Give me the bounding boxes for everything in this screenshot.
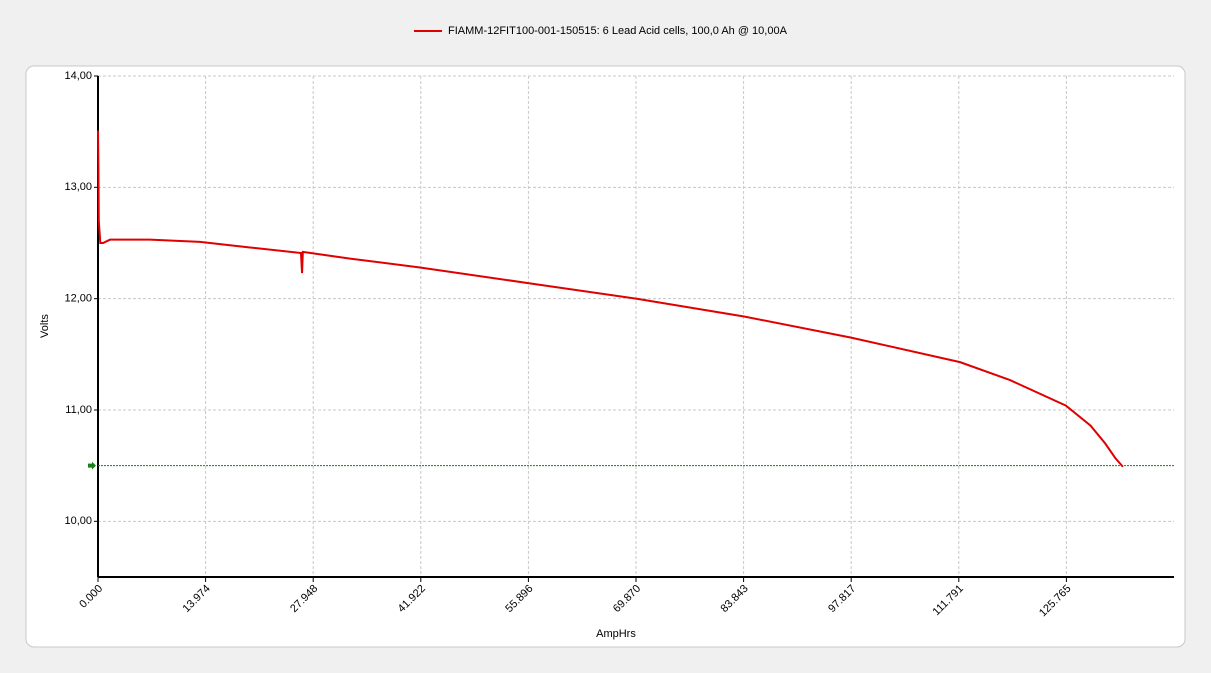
data-line [97, 130, 1124, 468]
y-tick-label: 13,00 [64, 181, 92, 193]
reference-marker [88, 461, 96, 470]
chart-panel [25, 65, 1186, 648]
y-tick-label: 11,00 [65, 404, 92, 416]
y-tick-label: 10,00 [64, 515, 92, 527]
y-tick-label: 14,00 [64, 70, 92, 82]
y-axis-label: Volts [39, 314, 51, 338]
x-axis-label: AmpHrs [596, 628, 636, 640]
legend-label: FIAMM-12FIT100-001-150515: 6 Lead Acid c… [448, 25, 788, 37]
y-tick-label: 12,00 [64, 293, 92, 305]
